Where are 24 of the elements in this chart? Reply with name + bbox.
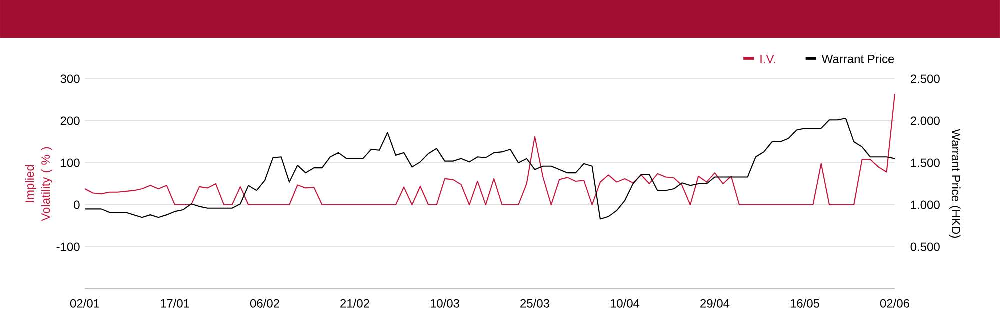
y-tick-label: -100 bbox=[56, 242, 80, 252]
x-tick-label: 21/02 bbox=[340, 299, 370, 308]
y2-tick-label: 1.500 bbox=[911, 158, 940, 168]
x-tick-label: 06/02 bbox=[250, 299, 280, 308]
x-tick-label: 29/04 bbox=[700, 299, 730, 308]
x-tick-label: 02/01 bbox=[70, 299, 100, 308]
x-tick-label: 25/03 bbox=[520, 299, 550, 308]
legend-label: I.V. bbox=[760, 55, 776, 64]
x-tick-label: 10/04 bbox=[610, 299, 640, 308]
y2-tick-label: 2.000 bbox=[910, 116, 940, 126]
y-tick-label: 100 bbox=[61, 158, 80, 168]
y-tick-label: 0 bbox=[74, 200, 80, 210]
y-tick-label: 300 bbox=[60, 74, 80, 84]
y2-axis-title: Warrant Price (HKD) bbox=[950, 129, 961, 238]
y-tick-label: 200 bbox=[60, 116, 80, 126]
y2-tick-label: 2.500 bbox=[910, 74, 940, 84]
legend-label: Warrant Price bbox=[822, 54, 894, 64]
x-tick-label: 17/01 bbox=[160, 299, 190, 308]
y2-tick-label: 1.000 bbox=[911, 200, 940, 210]
x-tick-label: 10/03 bbox=[430, 299, 460, 308]
y2-tick-label: 0.500 bbox=[910, 242, 940, 252]
y-axis-title: Implied Volatility ( % ) bbox=[25, 147, 52, 222]
x-tick-label: 02/06 bbox=[880, 299, 910, 308]
x-tick-label: 16/05 bbox=[790, 299, 820, 308]
